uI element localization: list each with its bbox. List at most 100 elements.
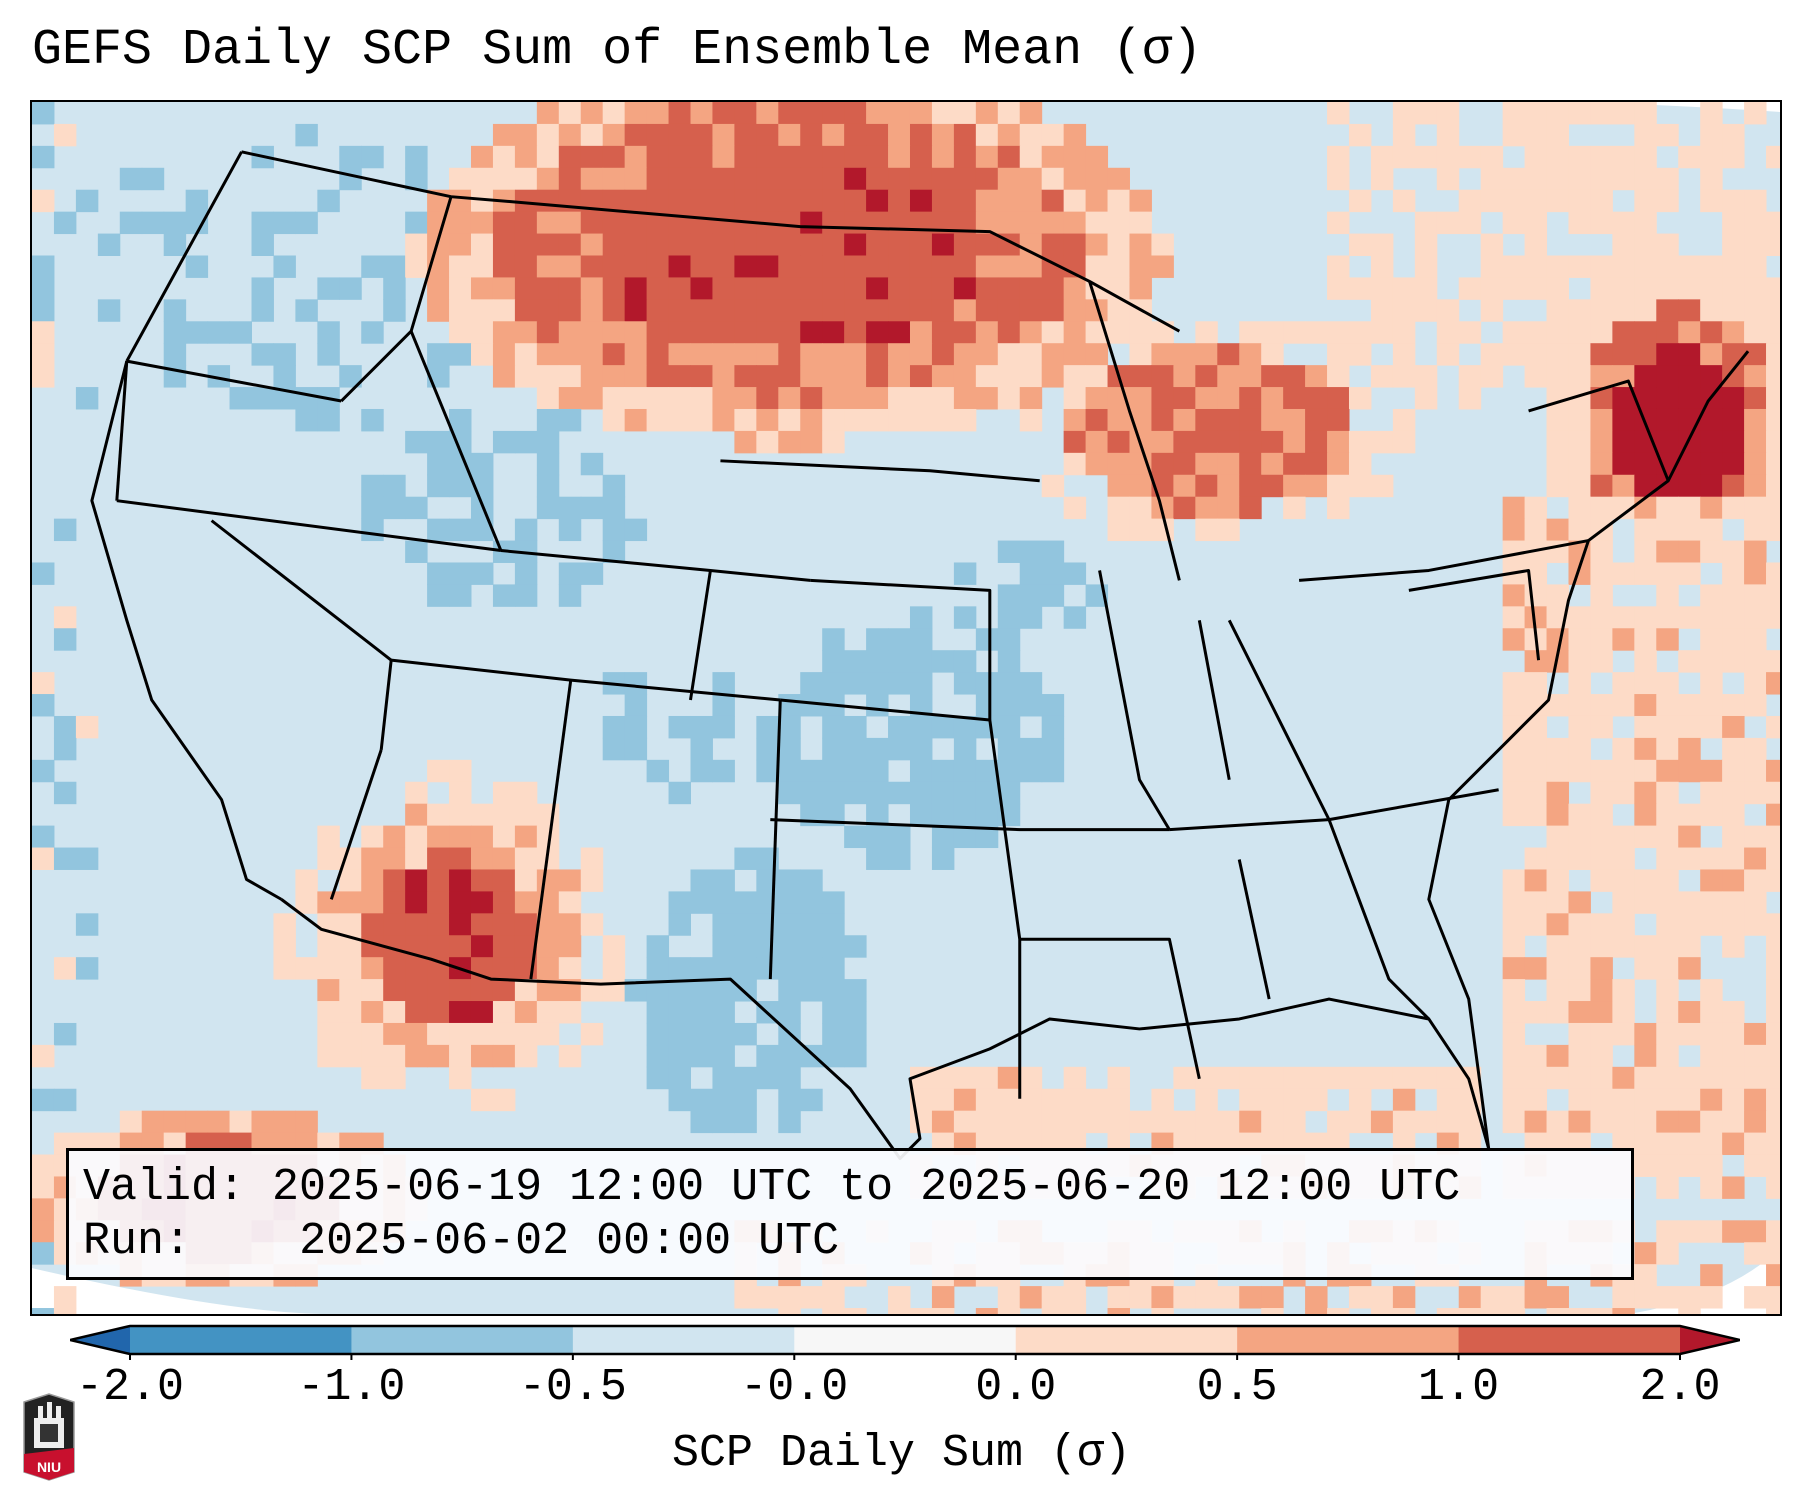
anomaly-cell — [1063, 299, 1087, 322]
anomaly-cell — [668, 343, 691, 366]
anomaly-cell — [1590, 430, 1613, 454]
anomaly-cell — [1722, 584, 1745, 607]
anomaly-cell — [1634, 387, 1657, 410]
anomaly-cell — [1217, 430, 1240, 454]
anomaly-cell — [953, 781, 977, 805]
anomaly-cell — [1041, 167, 1065, 191]
anomaly-cell — [1283, 1110, 1306, 1134]
anomaly-cell — [866, 803, 889, 827]
anomaly-cell — [1568, 365, 1591, 388]
anomaly-cell — [1722, 759, 1745, 783]
anomaly-cell — [1173, 1110, 1196, 1134]
anomaly-cell — [163, 343, 187, 366]
anomaly-cell — [1568, 518, 1591, 542]
anomaly-cell — [1217, 518, 1240, 542]
anomaly-cell — [822, 387, 845, 410]
anomaly-cell — [449, 825, 472, 849]
anomaly-cell — [1744, 1088, 1767, 1112]
colorbar-tick-label: 1.0 — [1418, 1362, 1500, 1413]
anomaly-cell — [273, 255, 296, 278]
anomaly-cell — [1151, 365, 1174, 388]
anomaly-cell — [800, 672, 823, 695]
anomaly-cell — [1524, 343, 1548, 366]
anomaly-cell — [1634, 1066, 1657, 1090]
anomaly-cell — [185, 1110, 209, 1134]
anomaly-cell — [32, 1044, 55, 1068]
anomaly-cell — [1656, 1154, 1679, 1177]
anomaly-cell — [1744, 277, 1767, 300]
anomaly-cell — [602, 343, 626, 366]
anomaly-cell — [1502, 1044, 1526, 1068]
anomaly-cell — [1766, 233, 1780, 256]
anomaly-cell — [32, 1220, 55, 1243]
anomaly-cell — [931, 1110, 955, 1134]
anomaly-cell — [646, 167, 670, 191]
anomaly-cell — [185, 321, 209, 344]
anomaly-cell — [449, 1066, 472, 1090]
anomaly-cell — [1107, 1110, 1130, 1134]
anomaly-cell — [668, 1044, 691, 1068]
anomaly-cell — [449, 781, 472, 805]
anomaly-cell — [778, 891, 801, 914]
anomaly-cell — [1261, 365, 1284, 388]
anomaly-cell — [1634, 102, 1657, 125]
anomaly-cell — [646, 935, 670, 958]
anomaly-cell — [1590, 913, 1613, 936]
anomaly-cell — [953, 672, 977, 695]
anomaly-cell — [449, 1022, 472, 1046]
anomaly-cell — [756, 365, 779, 388]
anomaly-cell — [1436, 343, 1460, 366]
anomaly-cell — [1546, 584, 1569, 607]
anomaly-cell — [470, 145, 494, 169]
anomaly-cell — [975, 628, 999, 651]
anomaly-cell — [624, 672, 648, 695]
anomaly-cell — [383, 913, 406, 936]
anomaly-cell — [1766, 321, 1780, 344]
anomaly-cell — [1283, 1066, 1306, 1090]
anomaly-cell — [1766, 935, 1780, 958]
anomaly-cell — [470, 1022, 494, 1046]
anomaly-cell — [1129, 1110, 1152, 1134]
anomaly-cell — [778, 1088, 801, 1112]
anomaly-cell — [997, 584, 1021, 607]
anomaly-cell — [1546, 781, 1569, 805]
anomaly-cell — [975, 803, 999, 827]
anomaly-cell — [953, 387, 977, 410]
anomaly-cell — [1634, 957, 1657, 980]
anomaly-cell — [1085, 452, 1109, 476]
anomaly-cell — [514, 847, 538, 870]
anomaly-cell — [1019, 277, 1043, 300]
anomaly-cell — [822, 781, 845, 805]
anomaly-cell — [1348, 321, 1372, 344]
anomaly-cell — [997, 628, 1021, 651]
anomaly-cell — [800, 1286, 823, 1309]
anomaly-cell — [1041, 233, 1065, 256]
anomaly-cell — [1656, 1242, 1679, 1265]
anomaly-cell — [844, 781, 867, 805]
anomaly-cell — [427, 299, 450, 322]
anomaly-cell — [1700, 496, 1723, 520]
anomaly-cell — [690, 715, 713, 739]
anomaly-cell — [909, 387, 933, 410]
anomaly-cell — [1678, 1308, 1701, 1314]
anomaly-cell — [536, 233, 560, 256]
anomaly-cell — [1568, 145, 1591, 169]
anomaly-cell — [1436, 102, 1460, 125]
anomaly-cell — [1656, 891, 1679, 914]
anomaly-cell — [1656, 430, 1679, 454]
anomaly-cell — [997, 145, 1021, 169]
anomaly-cell — [1195, 321, 1218, 344]
anomaly-cell — [931, 803, 955, 827]
anomaly-cell — [778, 737, 801, 761]
anomaly-cell — [514, 781, 538, 805]
anomaly-cell — [536, 145, 560, 169]
anomaly-cell — [1458, 189, 1482, 213]
anomaly-cell — [492, 869, 516, 892]
anomaly-cell — [1283, 365, 1306, 388]
anomaly-cell — [866, 255, 889, 278]
anomaly-cell — [1063, 233, 1087, 256]
anomaly-cell — [1327, 321, 1350, 344]
anomaly-cell — [449, 167, 472, 191]
anomaly-cell — [1744, 321, 1767, 344]
anomaly-cell — [822, 1286, 845, 1309]
